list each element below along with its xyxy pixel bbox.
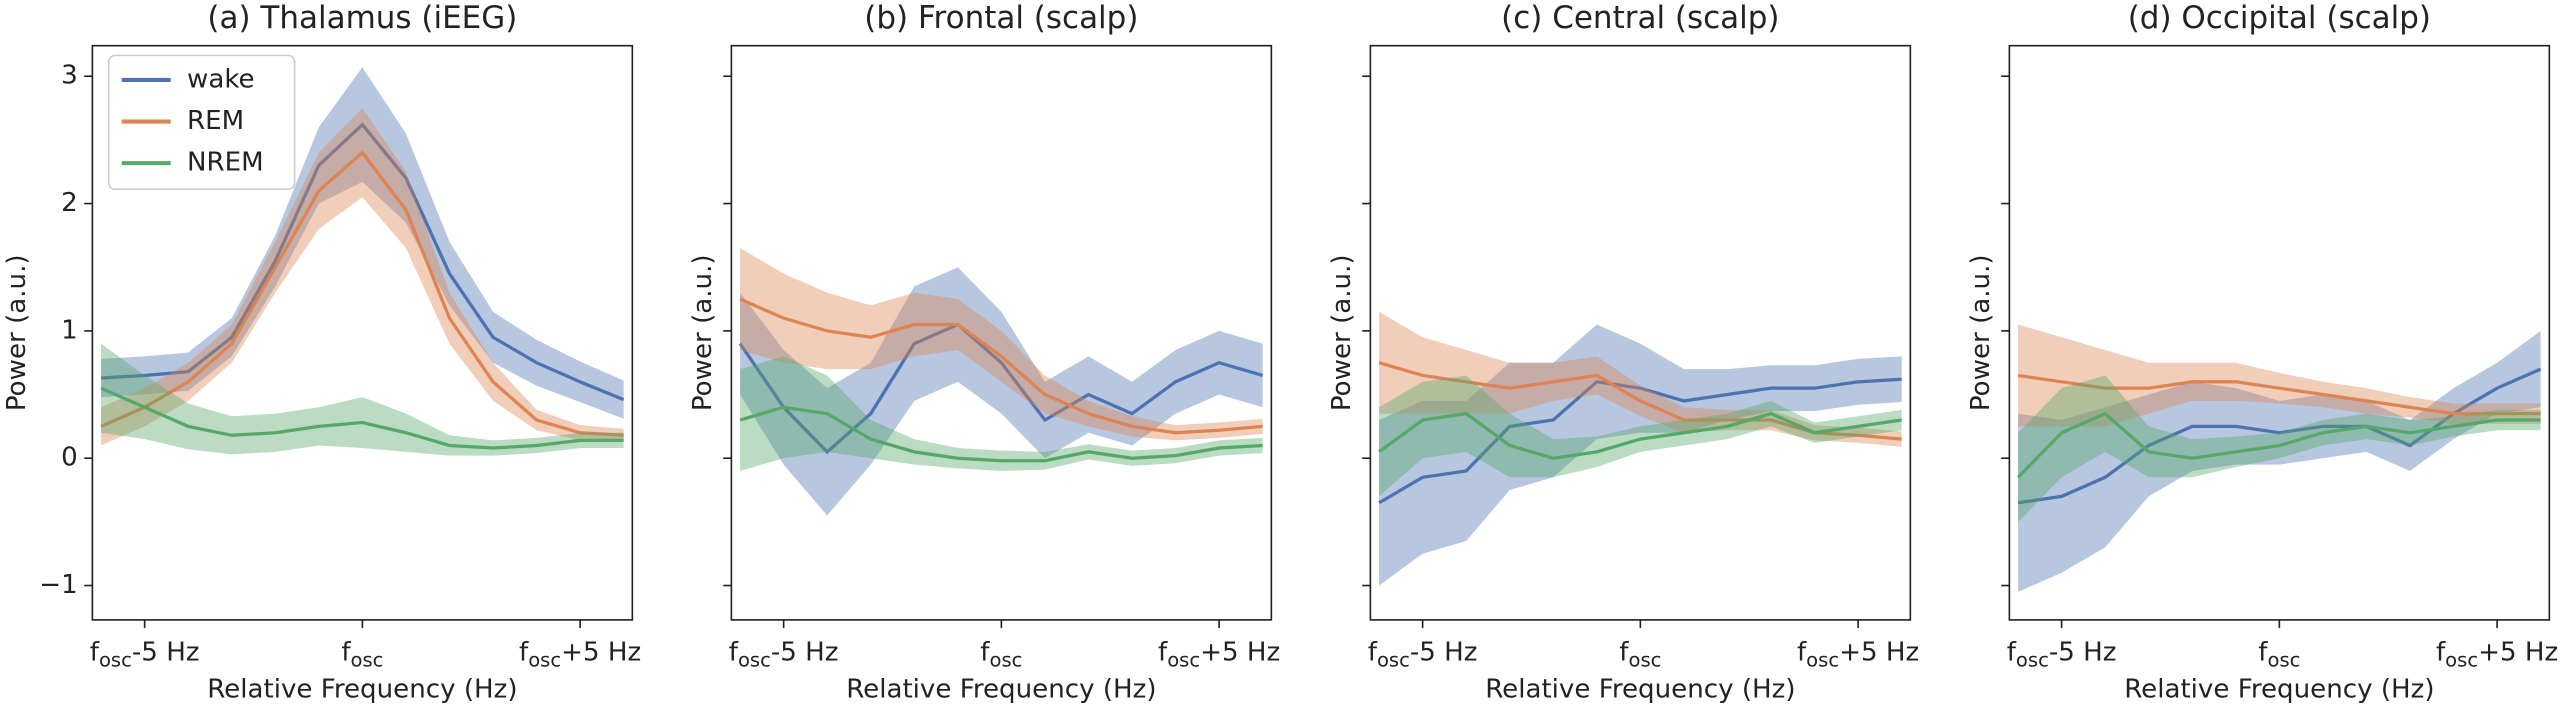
error-band <box>2018 324 2541 427</box>
x-tick-label: fosc <box>341 637 383 671</box>
error-band <box>1379 375 1902 497</box>
x-tick-label: fosc <box>980 637 1022 671</box>
x-tick-label: fosc-5 Hz <box>2007 637 2117 671</box>
x-axis-label: Relative Frequency (Hz) <box>2124 675 2434 705</box>
x-axis-label: Relative Frequency (Hz) <box>846 675 1156 705</box>
error-band <box>740 356 1263 471</box>
y-tick-label: 3 <box>61 61 78 91</box>
y-tick-label: 1 <box>61 315 78 345</box>
error-band <box>101 67 624 419</box>
error-band <box>101 108 624 446</box>
chart-title: (a) Thalamus (iEEG) <box>207 0 517 36</box>
x-tick-label: fosc+5 Hz <box>1158 637 1280 671</box>
legend-box <box>107 54 296 191</box>
y-axis-label: Power (a.u.) <box>1327 254 1357 411</box>
chart-title: (c) Central (scalp) <box>1501 0 1779 36</box>
line <box>1378 411 1902 460</box>
panel: (c) Central (scalp) Relative Frequency (H… <box>1327 0 1919 704</box>
line <box>2017 373 2541 416</box>
line <box>1378 377 1902 505</box>
y-tick-label: −1 <box>39 570 77 600</box>
line <box>739 297 1263 435</box>
line <box>2016 411 2541 479</box>
legend-label: REM <box>187 106 244 136</box>
y-tick-label: 0 <box>61 443 78 473</box>
x-tick-label: fosc <box>1619 637 1661 671</box>
x-tick-label: fosc-5 Hz <box>90 637 200 671</box>
chart-title: (b) Frontal (scalp) <box>864 0 1138 36</box>
x-tick-label: fosc+5 Hz <box>2436 637 2558 671</box>
error-band <box>740 267 1263 516</box>
y-axis-label: Power (a.u.) <box>688 254 718 411</box>
error-band <box>2018 330 2541 592</box>
line <box>100 150 624 437</box>
error-band <box>101 343 624 456</box>
x-tick-label: fosc <box>2258 637 2300 671</box>
y-tick-label: 2 <box>61 188 78 218</box>
line <box>739 405 1263 463</box>
legend-label: NREM <box>187 148 264 178</box>
y-axis-label: Power (a.u.) <box>2 254 32 411</box>
chart-title: (d) Occipital (scalp) <box>2128 0 2431 36</box>
error-band <box>740 248 1263 441</box>
line <box>738 322 1264 455</box>
line <box>101 122 625 402</box>
y-axis-label: Power (a.u.) <box>1966 254 1996 411</box>
x-tick-label: fosc-5 Hz <box>729 637 839 671</box>
x-tick-label: fosc+5 Hz <box>1797 637 1919 671</box>
panel: (b) Frontal (scalp) Relative Frequency (H… <box>688 0 1280 704</box>
error-band <box>2018 375 2541 522</box>
panel: (d) Occipital (scalp) Relative Frequency … <box>1966 0 2558 704</box>
x-axis-label: Relative Frequency (Hz) <box>207 675 517 705</box>
x-axis-label: Relative Frequency (Hz) <box>1485 675 1795 705</box>
panel: (a) Thalamus (iEEG) Relative Frequency (H… <box>2 0 641 704</box>
legend-label: wake <box>187 64 255 94</box>
x-tick-label: fosc-5 Hz <box>1368 637 1478 671</box>
x-tick-label: fosc+5 Hz <box>519 637 641 671</box>
line <box>100 386 624 450</box>
